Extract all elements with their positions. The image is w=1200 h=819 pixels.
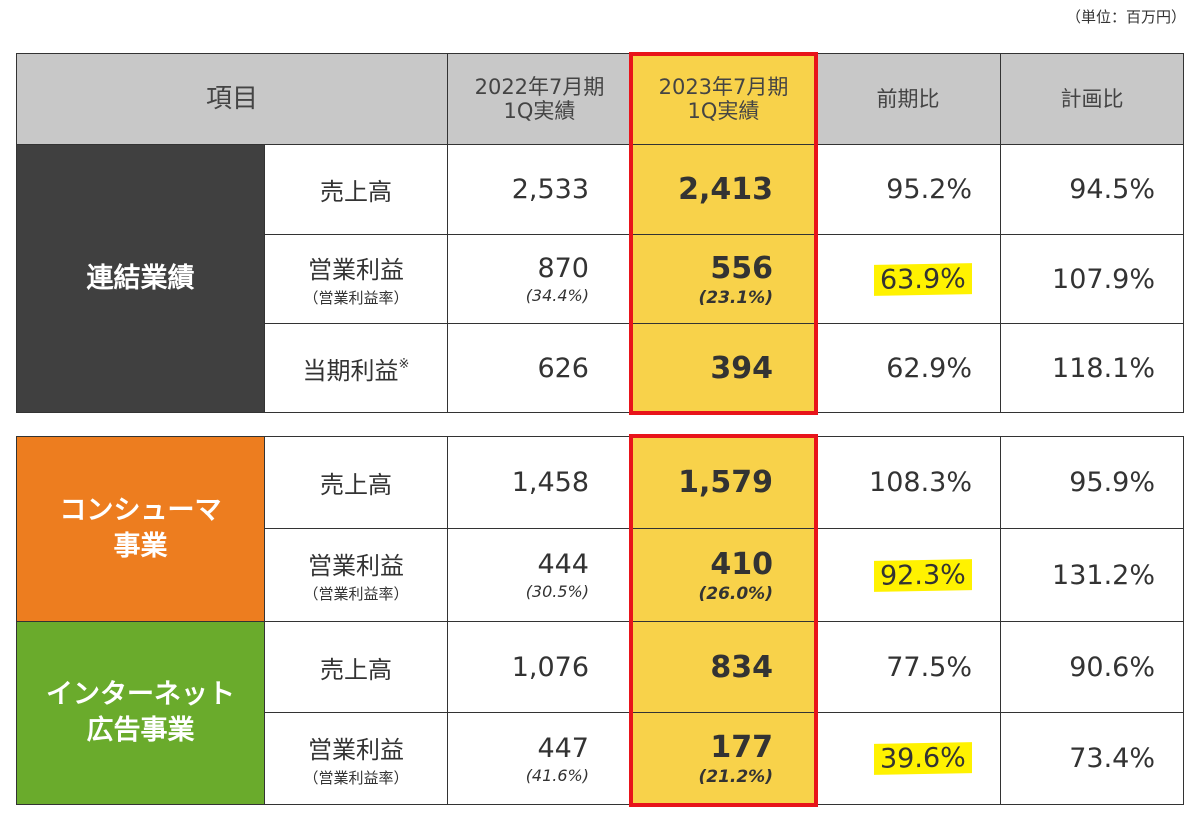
consumer-curr-op-margin: (26.0%) xyxy=(698,583,773,604)
internet-curr-sales: 834 xyxy=(631,621,816,713)
header-prev-line1: 2022年7月期 xyxy=(474,75,605,99)
internet-op-label: 営業利益 xyxy=(308,735,404,764)
header-curr-line1: 2023年7月期 xyxy=(658,75,789,99)
plan-sales: 94.5% xyxy=(1000,144,1184,235)
operating-margin-label: （営業利益率） xyxy=(303,289,409,307)
consumer-yoy-op-marker: 92.3% xyxy=(874,558,972,592)
operating-profit-label: 営業利益 xyxy=(308,256,404,284)
curr-net-income: 394 xyxy=(631,323,816,413)
curr-sales: 2,413 xyxy=(631,144,816,235)
yoy-net-income: 62.9% xyxy=(815,323,1001,413)
internet-curr-op-margin: (21.2%) xyxy=(698,767,773,787)
consumer-prev-op-value: 444 xyxy=(537,549,589,580)
consumer-prev-operating-profit: 444 (30.5%) xyxy=(447,528,632,622)
net-income-note: ※ xyxy=(398,356,410,372)
consumer-line2: 事業 xyxy=(113,531,168,562)
prev-net-income: 626 xyxy=(447,323,632,413)
net-income-label: 当期利益 xyxy=(302,356,399,385)
consumer-curr-sales: 1,579 xyxy=(631,436,816,529)
consumer-label-operating-profit: 営業利益 （営業利益率） xyxy=(264,528,448,622)
internet-plan-operating-profit: 73.4% xyxy=(1000,712,1184,805)
yoy-op-marker: 63.9% xyxy=(874,262,972,296)
segment-consumer: コンシューマ 事業 xyxy=(16,436,265,622)
internet-prev-op-value: 447 xyxy=(537,732,589,764)
header-yoy: 前期比 xyxy=(815,53,1001,145)
internet-yoy-sales: 77.5% xyxy=(815,621,1001,713)
curr-op-margin: (23.1%) xyxy=(698,287,773,308)
consumer-plan-sales: 95.9% xyxy=(1000,436,1184,529)
internet-prev-operating-profit: 447 (41.6%) xyxy=(447,712,632,805)
header-plan: 計画比 xyxy=(1000,53,1184,145)
internet-curr-operating-profit: 177 (21.2%) xyxy=(631,712,816,805)
header-current-period: 2023年7月期 1Q実績 xyxy=(631,53,816,145)
consumer-yoy-operating-profit: 92.3% xyxy=(815,528,1001,622)
curr-operating-profit: 556 (23.1%) xyxy=(631,234,816,324)
internet-label-operating-profit: 営業利益 （営業利益率） xyxy=(264,712,448,805)
consumer-plan-operating-profit: 131.2% xyxy=(1000,528,1184,622)
prev-op-value: 870 xyxy=(537,253,589,284)
consumer-label-sales: 売上高 xyxy=(264,436,448,529)
curr-op-value: 556 xyxy=(710,250,773,286)
consumer-prev-sales: 1,458 xyxy=(447,436,632,529)
consumer-curr-operating-profit: 410 (26.0%) xyxy=(631,528,816,622)
row-label-net-income: 当期利益 ※ xyxy=(264,323,448,413)
consumer-curr-op-value: 410 xyxy=(710,546,773,582)
internet-label-sales: 売上高 xyxy=(264,621,448,713)
header-prev-line2: 1Q実績 xyxy=(503,99,576,123)
header-curr-line2: 1Q実績 xyxy=(687,99,760,123)
internet-prev-sales: 1,076 xyxy=(447,621,632,713)
prev-op-margin: (34.4%) xyxy=(525,286,589,305)
internet-ad-line1: インターネット xyxy=(46,679,235,710)
segment-internet-ad: インターネット 広告事業 xyxy=(16,621,265,805)
internet-op-margin-label: （営業利益率） xyxy=(303,768,409,787)
internet-ad-line2: 広告事業 xyxy=(86,715,195,746)
row-label-sales: 売上高 xyxy=(264,144,448,235)
header-prev-period: 2022年7月期 1Q実績 xyxy=(447,53,632,145)
internet-yoy-operating-profit: 39.6% xyxy=(815,712,1001,805)
yoy-operating-profit: 63.9% xyxy=(815,234,1001,324)
segment-consolidated: 連結業績 xyxy=(16,144,265,413)
prev-operating-profit: 870 (34.4%) xyxy=(447,234,632,324)
internet-plan-sales: 90.6% xyxy=(1000,621,1184,713)
consumer-line1: コンシューマ xyxy=(59,495,222,526)
internet-curr-op-value: 177 xyxy=(710,730,773,765)
consumer-op-margin-label: （営業利益率） xyxy=(303,585,409,603)
prev-sales: 2,533 xyxy=(447,144,632,235)
internet-yoy-op-marker: 39.6% xyxy=(874,742,972,775)
consumer-op-label: 営業利益 xyxy=(308,552,404,580)
unit-note: （単位：百万円） xyxy=(1065,8,1186,26)
consumer-prev-op-margin: (30.5%) xyxy=(525,582,589,601)
yoy-sales: 95.2% xyxy=(815,144,1001,235)
internet-prev-op-margin: (41.6%) xyxy=(525,765,589,785)
plan-net-income: 118.1% xyxy=(1000,323,1184,413)
header-item: 項目 xyxy=(16,53,448,145)
row-label-operating-profit: 営業利益 （営業利益率） xyxy=(264,234,448,324)
consumer-yoy-sales: 108.3% xyxy=(815,436,1001,529)
plan-operating-profit: 107.9% xyxy=(1000,234,1184,324)
